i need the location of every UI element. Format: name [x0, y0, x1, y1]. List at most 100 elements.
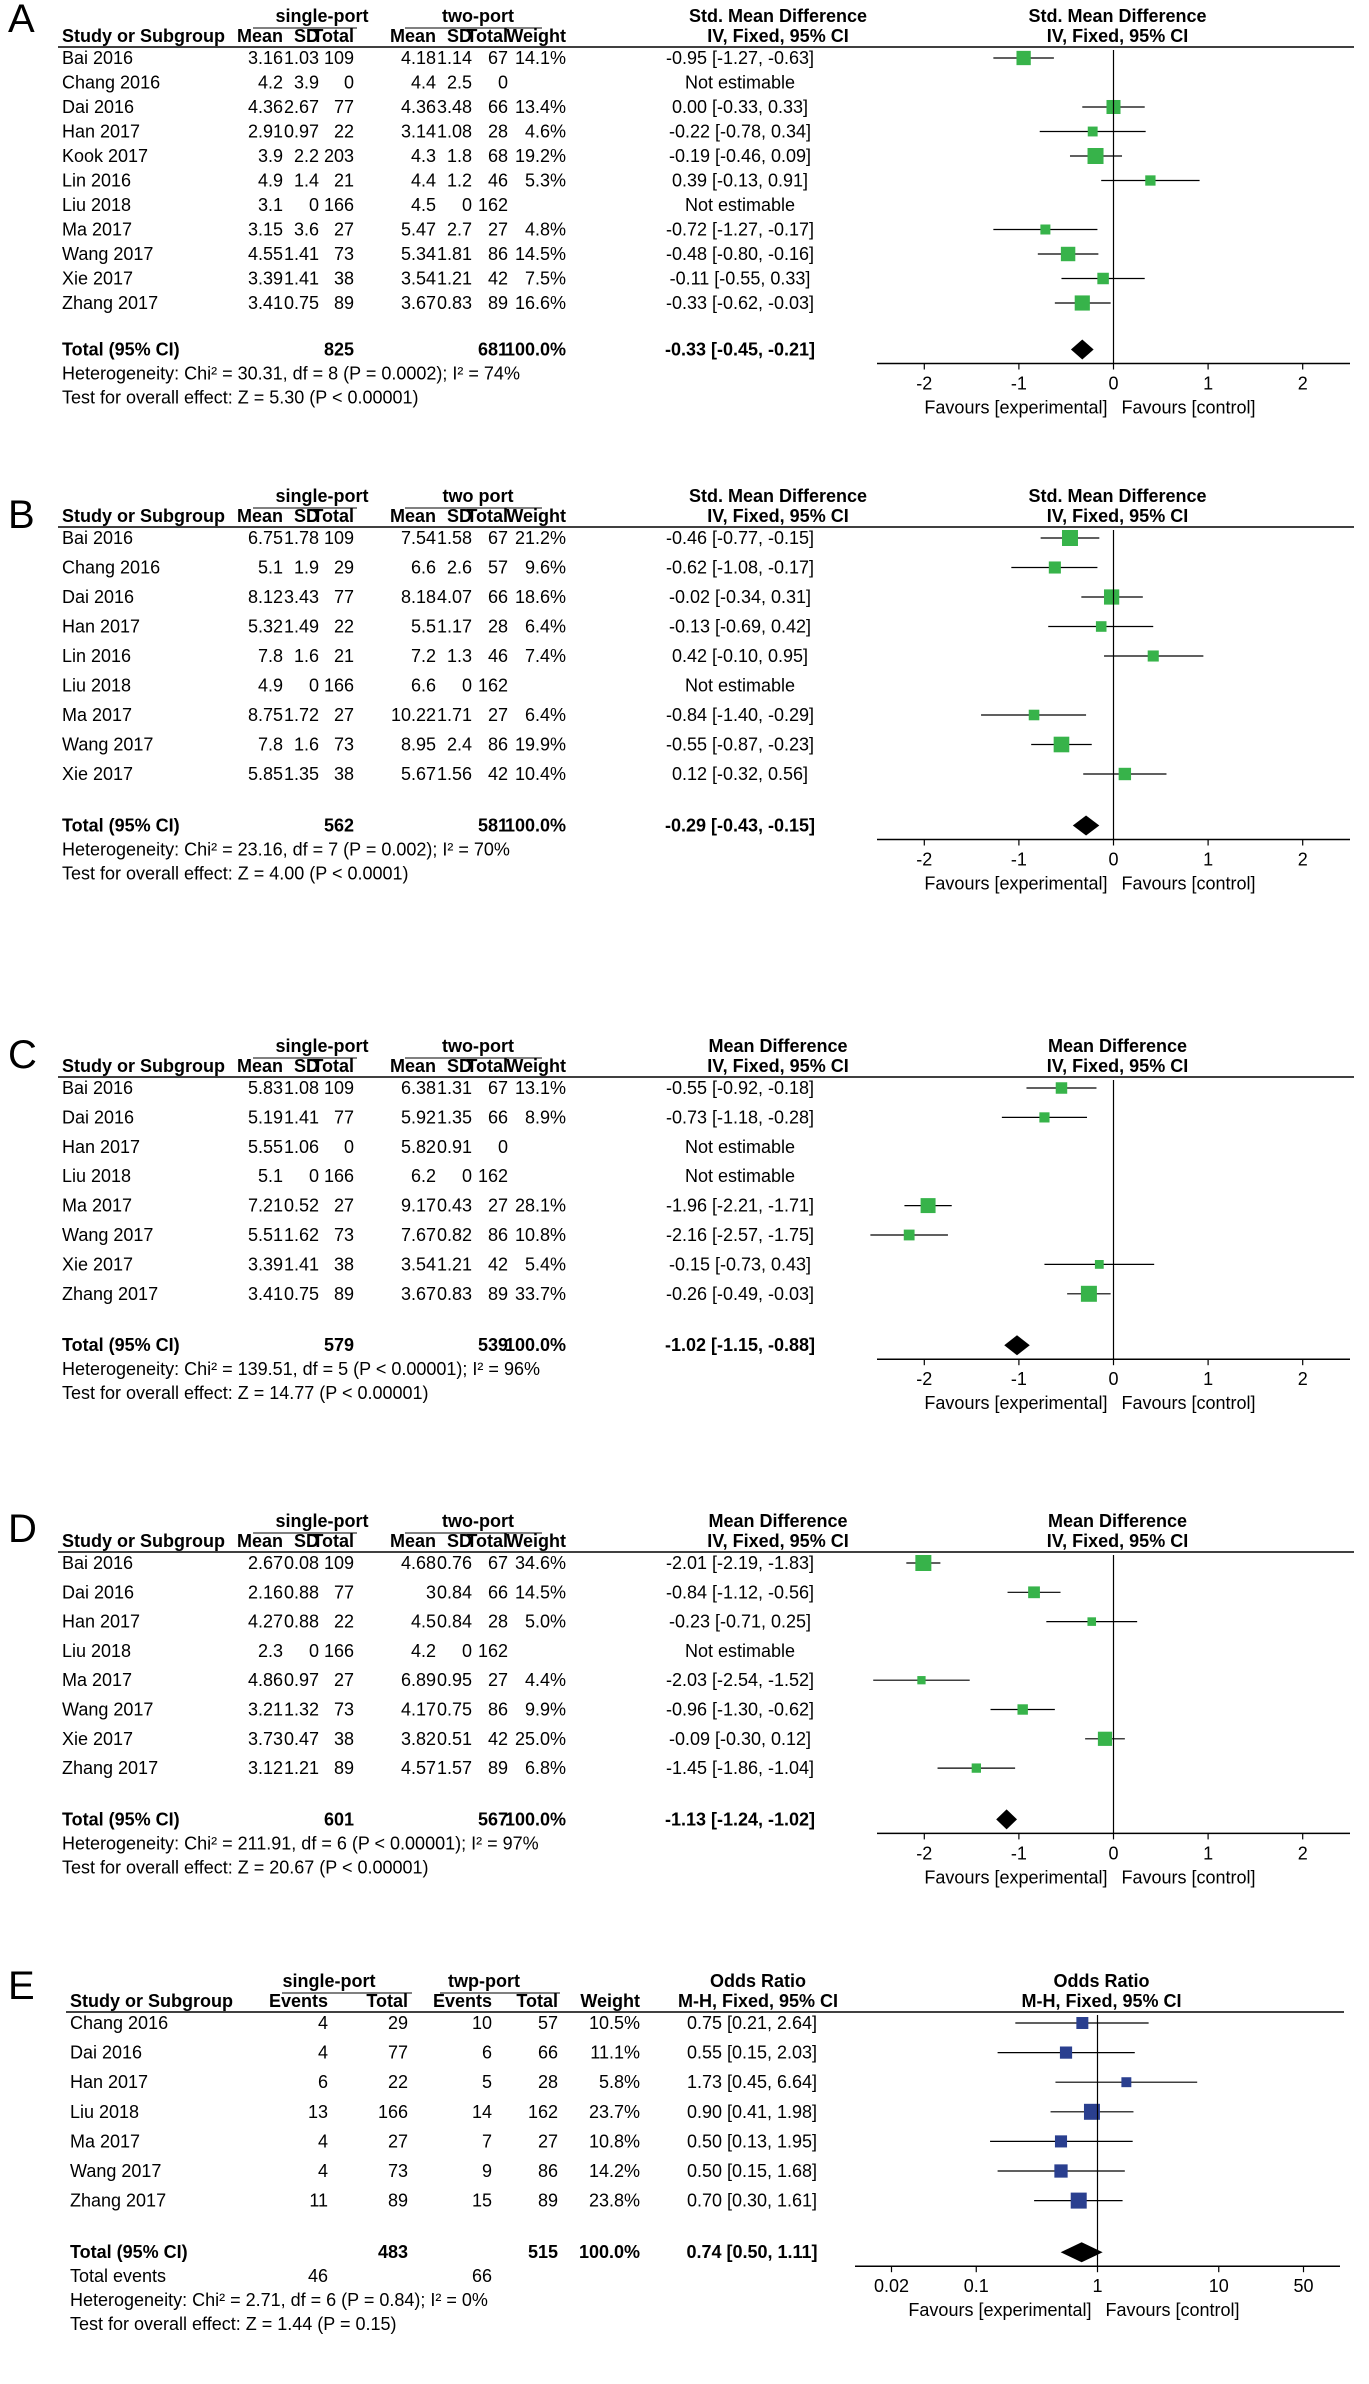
study-cell: 7.4% [525, 646, 566, 666]
study-cell: 38 [334, 269, 354, 289]
favours-left-label: Favours [experimental] [924, 1867, 1107, 1887]
plot-method-label: M-H, Fixed, 95% CI [1021, 1991, 1181, 2011]
favours-left-label: Favours [experimental] [924, 1393, 1107, 1413]
study-cell: 6.38 [401, 1078, 436, 1098]
panel-letter: B [8, 493, 35, 537]
total-n2: 567 [478, 1809, 508, 1829]
study-cell: 1.35 [284, 764, 319, 784]
total-n1: 601 [324, 1809, 354, 1829]
pooled-diamond [1072, 815, 1100, 836]
study-cell: 9.17 [401, 1196, 436, 1216]
measure-label: Odds Ratio [710, 1971, 806, 1991]
study-cell: 1.31 [437, 1078, 472, 1098]
study-cell: 1.41 [284, 244, 319, 264]
study-cell: 1.41 [284, 1254, 319, 1274]
point-estimate [920, 1198, 936, 1214]
column-header: SD [294, 1056, 319, 1076]
study-ci: -0.62 [-1.08, -0.17] [666, 558, 814, 578]
study-name: Zhang 2017 [62, 1758, 158, 1778]
plot-method-label: IV, Fixed, 95% CI [1047, 1531, 1188, 1551]
study-name: Han 2017 [62, 122, 140, 142]
study-cell: 23.8% [589, 2191, 640, 2211]
study-row: Chang 2016 5.1 1.9 29 6.6 2.6 57 9.6% -0.62 [-1.… [62, 558, 1098, 578]
study-name: Chang 2016 [62, 73, 160, 93]
overall-effect-text: Test for overall effect: Z = 1.44 (P = 0… [70, 2314, 397, 2334]
study-cell: 4.9 [258, 676, 283, 696]
study-cell: 86 [488, 735, 508, 755]
point-estimate [1147, 650, 1159, 662]
study-cell: 28 [488, 122, 508, 142]
study-row: Xie 2017 3.39 1.41 38 3.54 1.21 42 7.5% -0.11 [-… [62, 269, 1145, 289]
study-cell: 6.4% [525, 617, 566, 637]
column-header: SD [447, 506, 472, 526]
panel-letter: C [8, 1033, 37, 1077]
study-name: Zhang 2017 [62, 1284, 158, 1304]
study-cell: 23.7% [589, 2102, 640, 2122]
study-cell: 34.6% [515, 1553, 566, 1573]
study-cell: 10.5% [589, 2013, 640, 2033]
study-cell: 68 [488, 146, 508, 166]
study-cell: 27 [388, 2131, 408, 2151]
method-label: IV, Fixed, 95% CI [707, 506, 848, 526]
x-tick-label: 1 [1203, 1369, 1213, 1389]
measure-label: Mean Difference [708, 1511, 847, 1531]
study-name: Ma 2017 [62, 1196, 132, 1216]
study-cell: 5.5 [411, 617, 436, 637]
study-cell: 2.6 [447, 558, 472, 578]
study-cell: 0 [462, 1166, 472, 1186]
study-cell: 5.83 [248, 1078, 283, 1098]
favours-right-label: Favours [control] [1106, 2300, 1240, 2320]
column-header: SD [294, 506, 319, 526]
point-estimate [915, 1555, 932, 1571]
column-header-study: Study or Subgroup [62, 1056, 225, 1076]
method-label: M-H, Fixed, 95% CI [678, 1991, 838, 2011]
study-ci: -0.22 [-0.78, 0.34] [669, 122, 811, 142]
study-cell: 22 [334, 617, 354, 637]
study-cell: 27 [488, 1196, 508, 1216]
study-cell: 46 [488, 171, 508, 191]
point-estimate [1076, 2017, 1089, 2029]
study-cell: 5.82 [401, 1137, 436, 1157]
study-cell: 77 [334, 587, 354, 607]
study-ci: -0.11 [-0.55, 0.33] [670, 269, 811, 289]
group2-label: two port [443, 486, 514, 506]
study-cell: 0.08 [284, 1553, 319, 1573]
study-cell: 73 [334, 735, 354, 755]
study-ci: 0.00 [-0.33, 0.33] [672, 97, 808, 117]
study-cell: 5.1 [258, 558, 283, 578]
column-header: SD [294, 1531, 319, 1551]
total-label: Total (95% CI) [62, 1335, 180, 1355]
column-header: SD [447, 1531, 472, 1551]
column-header: Events [269, 1991, 328, 2011]
study-cell: 21.2% [515, 528, 566, 548]
study-cell: 1.81 [437, 244, 472, 264]
study-cell: 0 [462, 1641, 472, 1661]
study-cell: 8.18 [401, 587, 436, 607]
study-cell: 42 [488, 764, 508, 784]
point-estimate [1016, 50, 1031, 66]
column-header: Total [312, 1056, 354, 1076]
study-cell: 86 [488, 244, 508, 264]
study-cell: 6.8% [525, 1758, 566, 1778]
study-cell: 4.4% [525, 1670, 566, 1690]
study-cell: 3 [426, 1582, 436, 1602]
study-row: Han 2017 5.55 1.06 0 5.82 0.91 0 Not estimable [62, 1137, 795, 1157]
study-cell: 3.41 [248, 293, 283, 313]
study-row: Xie 2017 3.73 0.47 38 3.82 0.51 42 25.0% -0.09 [… [62, 1729, 1125, 1749]
study-row: Dai 2016 4.36 2.67 77 4.36 3.48 66 13.4% 0.00 [-… [62, 97, 1145, 117]
study-name: Zhang 2017 [62, 293, 158, 313]
study-cell: 67 [488, 528, 508, 548]
x-tick-label: 1 [1203, 1843, 1213, 1863]
study-cell: 1.06 [284, 1137, 319, 1157]
study-cell: 29 [334, 558, 354, 578]
study-name: Kook 2017 [62, 146, 148, 166]
study-cell: 1.49 [284, 617, 319, 637]
study-cell: 27 [488, 1670, 508, 1690]
study-name: Wang 2017 [62, 244, 153, 264]
column-header: Mean [237, 1056, 283, 1076]
total-n2: 581 [478, 816, 508, 836]
study-ci: 0.50 [0.13, 1.95] [687, 2131, 817, 2151]
column-header: Weight [506, 1531, 566, 1551]
favours-right-label: Favours [control] [1122, 1393, 1256, 1413]
study-cell: 38 [334, 1254, 354, 1274]
